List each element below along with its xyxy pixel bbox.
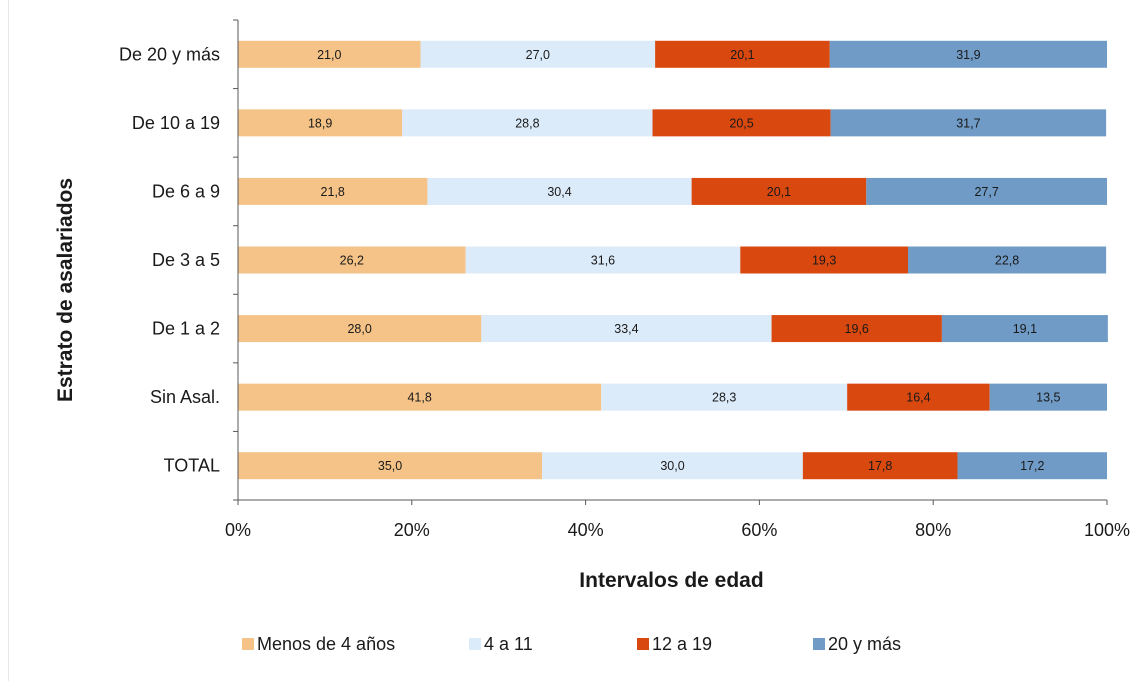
category-label-7: TOTAL — [164, 456, 220, 476]
data-label-2-7: 30,0 — [660, 459, 684, 473]
legend-swatch-3 — [637, 638, 649, 650]
x-tick-label-6: 100% — [1084, 520, 1130, 540]
category-label-5: De 1 a 2 — [152, 319, 220, 339]
data-label-2-2: 28,8 — [515, 116, 539, 130]
data-label-2-5: 33,4 — [614, 322, 638, 336]
legend-label-4: 20 y más — [828, 634, 901, 654]
category-label-6: Sin Asal. — [150, 387, 220, 407]
data-label-1-7: 35,0 — [378, 459, 402, 473]
bar-segment-2-5 — [481, 315, 772, 343]
bar-segment-4-3 — [866, 177, 1107, 205]
bar-segment-4-5 — [941, 315, 1108, 343]
bar-segment-2-4 — [465, 246, 741, 274]
data-label-2-6: 28,3 — [712, 391, 736, 405]
data-label-3-2: 20,5 — [729, 116, 753, 130]
data-label-1-2: 18,9 — [308, 116, 332, 130]
x-tick-label-5: 80% — [915, 520, 951, 540]
bar-segment-1-5 — [238, 315, 482, 343]
legend-swatch-4 — [813, 638, 825, 650]
data-label-2-3: 30,4 — [547, 185, 571, 199]
category-label-2: De 10 a 19 — [132, 113, 220, 133]
chart-frame — [8, 0, 1141, 681]
bar-segment-1-1 — [238, 40, 421, 68]
data-label-3-4: 19,3 — [812, 254, 836, 268]
x-tick-label-1: 0% — [225, 520, 251, 540]
legend-label-2: 4 a 11 — [484, 634, 533, 654]
bar-segment-1-3 — [238, 177, 428, 205]
legend-swatch-1 — [242, 638, 254, 650]
bar-segment-4-7 — [957, 452, 1107, 480]
bar-segment-2-3 — [427, 177, 692, 205]
bar-segment-3-7 — [802, 452, 958, 480]
y-axis-title: Estrato de asalariados — [54, 178, 77, 402]
legend-swatch-2 — [469, 638, 481, 650]
category-label-1: De 20 y más — [119, 44, 220, 64]
data-label-3-3: 20,1 — [767, 185, 791, 199]
data-label-1-3: 21,8 — [321, 185, 345, 199]
data-label-3-6: 16,4 — [906, 391, 930, 405]
x-tick-label-2: 20% — [394, 520, 430, 540]
bar-segment-4-6 — [989, 383, 1107, 411]
data-label-1-4: 26,2 — [340, 254, 364, 268]
category-label-3: De 6 a 9 — [152, 181, 220, 201]
bar-segment-1-6 — [238, 383, 602, 411]
legend-label-1: Menos de 4 años — [257, 634, 395, 654]
bar-segment-3-2 — [652, 109, 831, 137]
bar-segment-4-2 — [830, 109, 1107, 137]
x-axis-title: Intervalos de edad — [579, 569, 763, 592]
bar-segment-2-7 — [542, 452, 803, 480]
data-label-2-4: 31,6 — [591, 254, 615, 268]
data-label-4-2: 31,7 — [956, 116, 980, 130]
category-label-4: De 3 a 5 — [152, 250, 220, 270]
bar-segment-2-1 — [420, 40, 656, 68]
data-label-4-3: 27,7 — [974, 185, 998, 199]
data-label-4-4: 22,8 — [995, 254, 1019, 268]
bar-segment-3-5 — [771, 315, 942, 343]
x-tick-label-3: 40% — [568, 520, 604, 540]
data-label-2-1: 27,0 — [526, 48, 550, 62]
data-label-1-5: 28,0 — [347, 322, 371, 336]
bar-segment-3-1 — [655, 40, 830, 68]
data-label-3-7: 17,8 — [868, 459, 892, 473]
data-label-4-7: 17,2 — [1020, 459, 1044, 473]
bar-segment-3-3 — [691, 177, 867, 205]
bar-segment-3-6 — [847, 383, 990, 411]
bar-segment-4-1 — [829, 40, 1107, 68]
data-label-3-5: 19,6 — [845, 322, 869, 336]
bar-segment-1-2 — [238, 109, 403, 137]
data-label-1-1: 21,0 — [317, 48, 341, 62]
bar-segment-4-4 — [907, 246, 1107, 274]
data-label-4-1: 31,9 — [956, 48, 980, 62]
x-tick-label-4: 60% — [741, 520, 777, 540]
legend-label-3: 12 a 19 — [652, 634, 712, 654]
data-label-1-6: 41,8 — [407, 391, 431, 405]
bar-segment-3-4 — [740, 246, 908, 274]
bar-segment-1-4 — [238, 246, 466, 274]
data-label-4-5: 19,1 — [1013, 322, 1037, 336]
data-label-3-1: 20,1 — [730, 48, 754, 62]
bar-segment-2-6 — [601, 383, 848, 411]
data-label-4-6: 13,5 — [1036, 391, 1060, 405]
bar-segment-1-7 — [238, 452, 543, 480]
bar-segment-2-2 — [402, 109, 653, 137]
